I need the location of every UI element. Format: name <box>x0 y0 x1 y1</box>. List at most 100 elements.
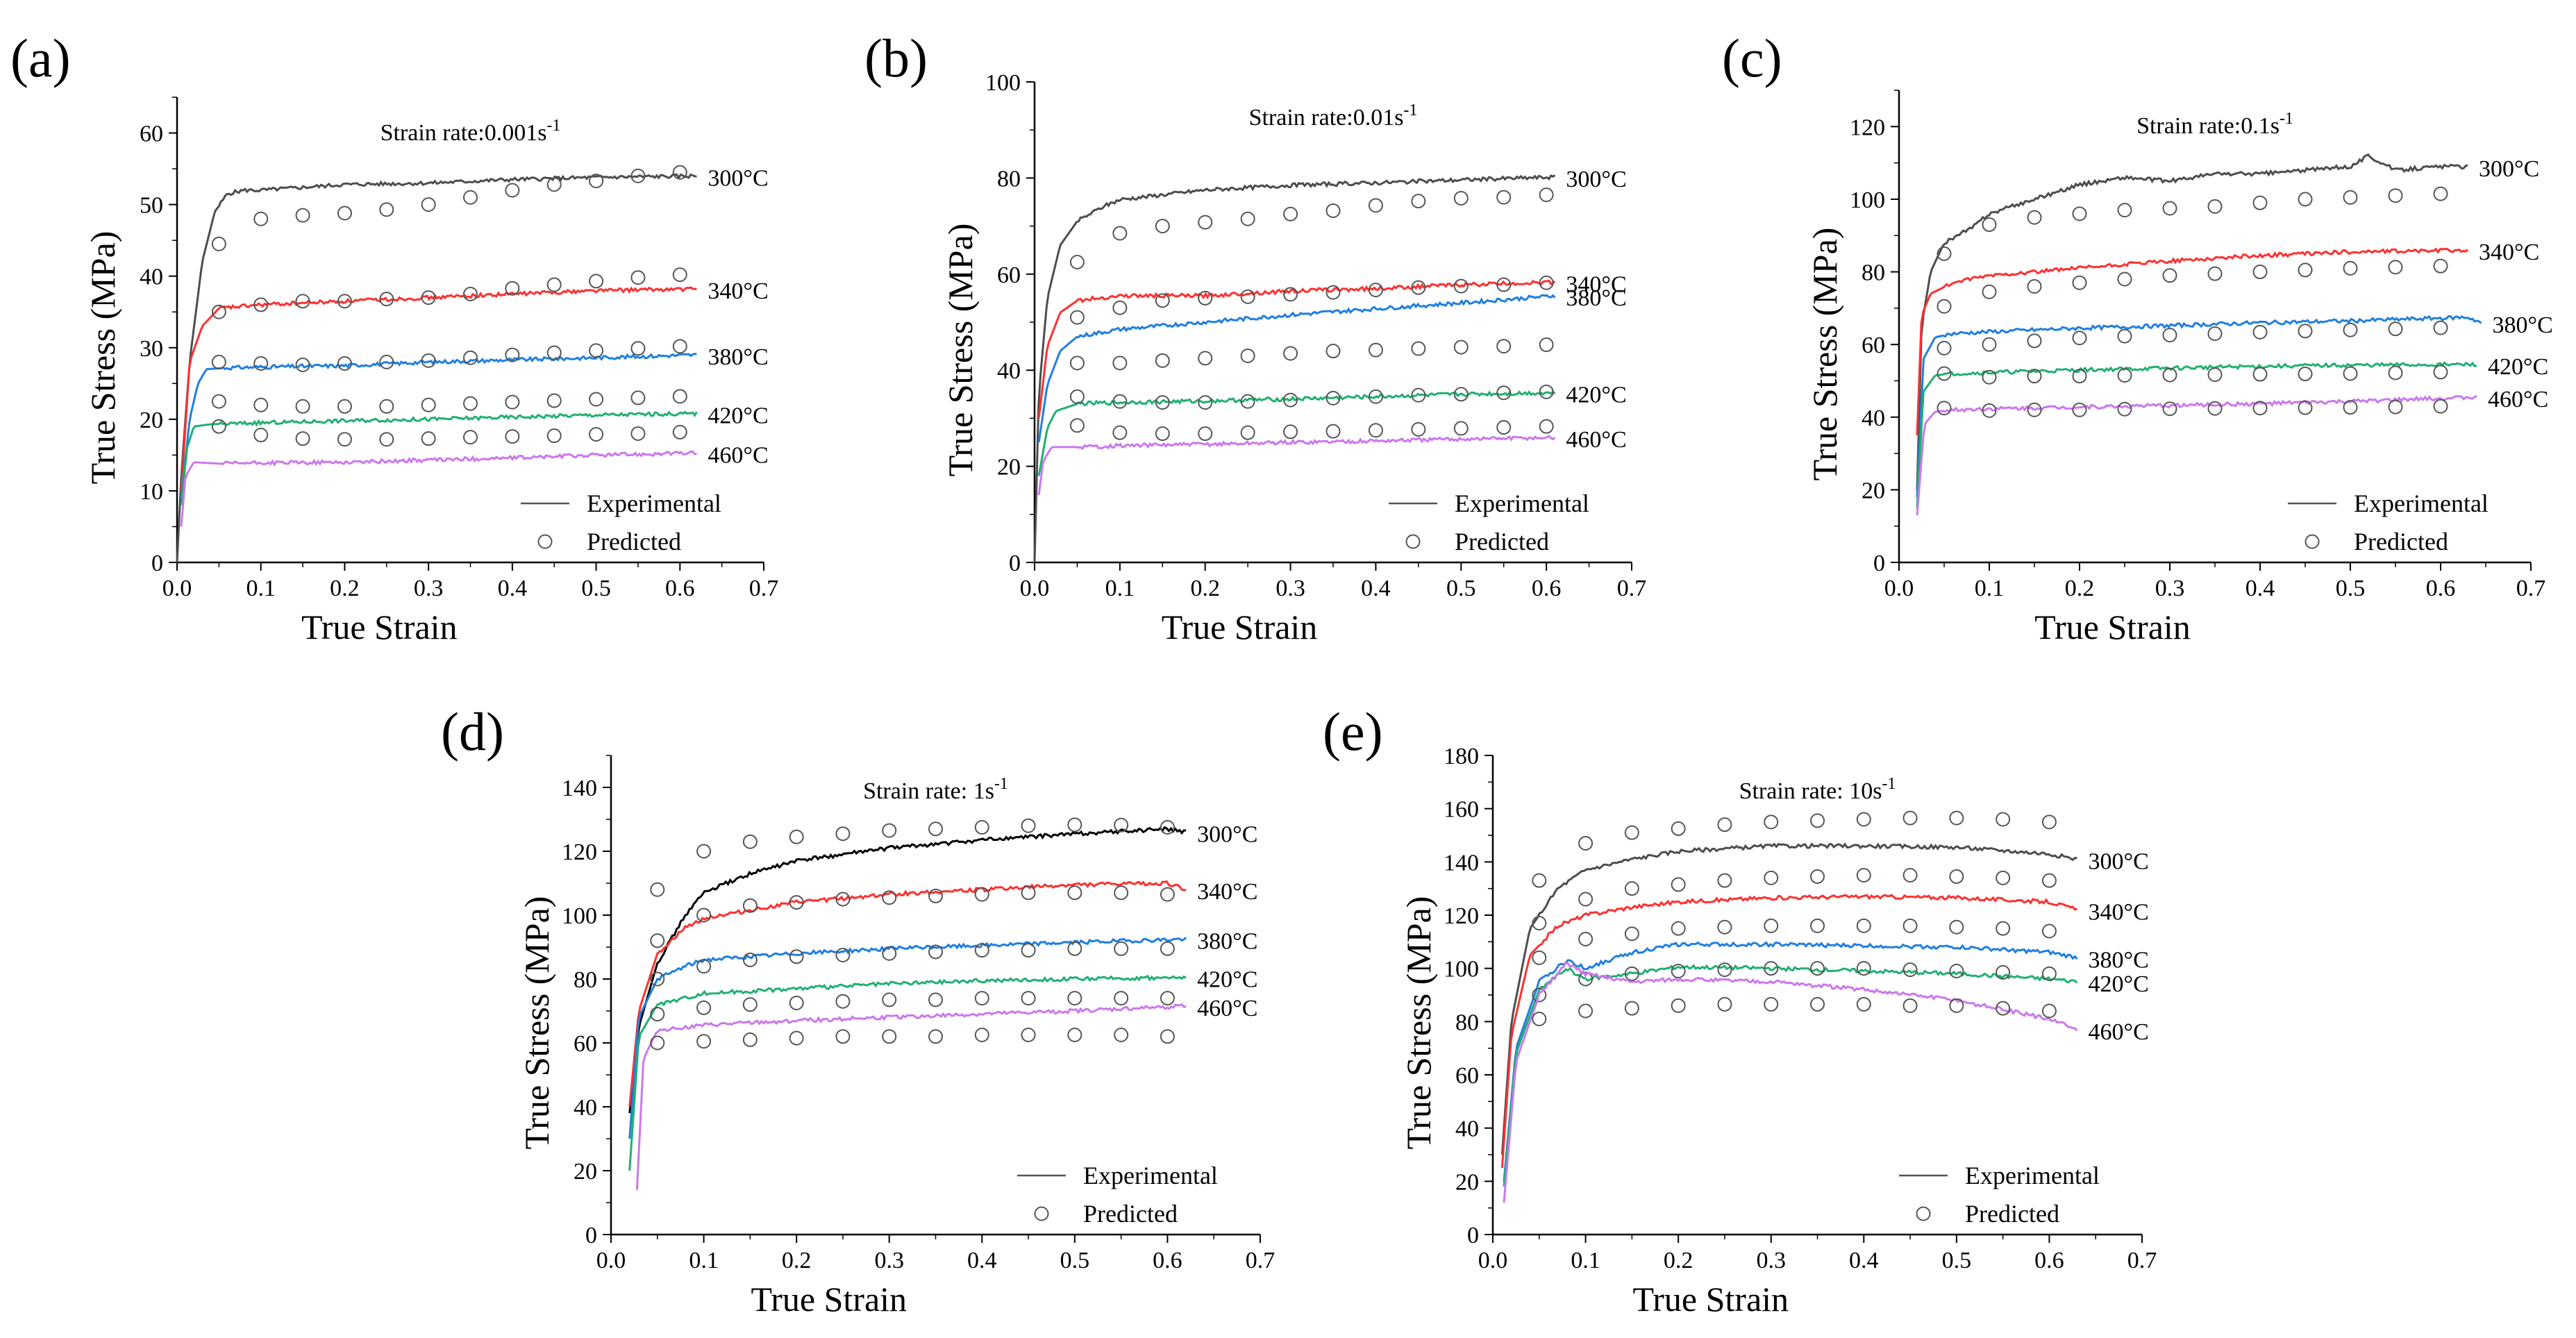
predicted-point <box>1996 870 2011 885</box>
predicted-point <box>672 389 687 404</box>
x-tick-label: 0.4 <box>2245 576 2275 601</box>
predicted-point <box>882 890 897 905</box>
x-tick-label: 0.5 <box>1942 1248 1972 1273</box>
predicted-point <box>742 834 758 849</box>
predicted-point <box>696 908 712 923</box>
predicted-point <box>1624 966 1639 981</box>
temperature-label: 340°C <box>1566 272 1626 298</box>
legend-experimental-label: Experimental <box>1083 1162 1218 1189</box>
predicted-point <box>835 892 851 907</box>
predicted-point <box>974 991 989 1006</box>
y-tick-label: 10 <box>140 479 163 505</box>
predicted-point <box>1937 340 1952 356</box>
predicted-point <box>1624 926 1639 942</box>
predicted-point <box>1411 421 1426 437</box>
predicted-point <box>1325 344 1341 359</box>
x-tick-label: 0.7 <box>1246 1248 1276 1273</box>
predicted-point <box>589 174 604 189</box>
predicted-point <box>1112 394 1128 409</box>
predicted-point <box>379 292 394 307</box>
predicted-point <box>1856 996 1871 1012</box>
experimental-curve <box>176 173 697 563</box>
predicted-point <box>1764 814 1779 830</box>
predicted-point <box>337 294 352 309</box>
predicted-point <box>928 992 943 1007</box>
predicted-point <box>630 426 646 441</box>
y-tick-label: 80 <box>1862 260 1885 286</box>
x-tick-label: 0.2 <box>1664 1248 1693 1273</box>
temperature-label: 380°C <box>1197 929 1257 955</box>
predicted-point <box>1810 813 1825 828</box>
predicted-point <box>253 297 269 312</box>
temperature-label: 380°C <box>1566 285 1626 311</box>
predicted-point <box>2207 401 2223 416</box>
y-tick-label: 100 <box>1444 957 1479 982</box>
predicted-point <box>1717 996 1732 1012</box>
experimental-curve <box>1916 247 2469 435</box>
x-tick-label: 0.3 <box>1756 1248 1786 1273</box>
predicted-point <box>2041 966 2057 981</box>
predicted-point <box>1112 356 1128 371</box>
predicted-point <box>2117 271 2132 287</box>
temperature-label: 420°C <box>1197 967 1257 993</box>
predicted-point <box>1069 255 1085 269</box>
predicted-point <box>2117 203 2132 218</box>
y-axis-title: True Stress (MPa) <box>517 896 556 1150</box>
x-tick-label: 0.7 <box>749 576 779 601</box>
legend-experimental-label: Experimental <box>587 490 721 517</box>
y-tick-label: 40 <box>997 358 1021 384</box>
predicted-point <box>882 946 897 961</box>
predicted-point <box>1240 394 1255 409</box>
x-axis-title: True Strain <box>751 1280 907 1319</box>
predicted-point <box>1949 869 1964 884</box>
predicted-point <box>2027 369 2042 384</box>
predicted-point <box>1937 401 1952 416</box>
predicted-point <box>1325 203 1341 218</box>
predicted-point <box>2207 266 2223 281</box>
predicted-point <box>421 431 436 446</box>
y-tick-label: 40 <box>1455 1117 1479 1142</box>
strain-rate-text: Strain rate:0.001s <box>380 120 547 146</box>
predicted-point <box>2072 369 2087 384</box>
predicted-point <box>2343 260 2358 276</box>
predicted-point <box>295 208 310 223</box>
x-tick-label: 0.7 <box>2127 1248 2157 1273</box>
predicted-point <box>1453 278 1469 294</box>
predicted-point <box>463 286 478 301</box>
temperature-label: 420°C <box>1566 383 1626 408</box>
y-tick-label: 20 <box>1862 478 1885 503</box>
predicted-point <box>1624 1001 1639 1016</box>
predicted-point <box>2041 814 2057 830</box>
predicted-point <box>1764 996 1779 1012</box>
predicted-point <box>1198 290 1213 306</box>
predicted-point <box>1856 812 1871 827</box>
x-tick-label: 0.7 <box>1617 576 1647 601</box>
y-tick-label: 0 <box>1009 551 1021 576</box>
panel-letter: (d) <box>441 701 504 762</box>
predicted-point <box>650 882 665 897</box>
predicted-point <box>1539 419 1554 434</box>
predicted-point <box>1453 421 1469 436</box>
predicted-point <box>1902 962 1918 978</box>
predicted-point <box>1671 921 1686 936</box>
predicted-point <box>1671 821 1686 836</box>
y-tick-label: 60 <box>1455 1063 1479 1089</box>
temperature-label: 340°C <box>2089 899 2149 925</box>
predicted-point <box>1114 1028 1129 1042</box>
y-tick-label: 40 <box>1862 405 1885 431</box>
x-tick-label: 0.6 <box>1153 1248 1182 1273</box>
predicted-point <box>421 397 436 412</box>
predicted-point <box>463 396 478 411</box>
predicted-point <box>337 399 352 414</box>
predicted-point <box>1021 1028 1036 1042</box>
y-tick-label: 60 <box>140 122 163 147</box>
x-tick-label: 0.3 <box>874 1248 904 1273</box>
experimental-curve <box>1037 435 1556 496</box>
x-tick-label: 0.2 <box>782 1248 812 1273</box>
chart-panel-4: (d) 0.0 0.1 0.2 0.3 0.4 0.5 0.6 0.7 0 20 40 60 80 100 1… <box>441 701 1275 1319</box>
x-tick-label: 0.6 <box>2426 576 2456 601</box>
predicted-point <box>928 1029 943 1044</box>
predicted-point <box>379 399 394 414</box>
predicted-point <box>835 826 851 842</box>
